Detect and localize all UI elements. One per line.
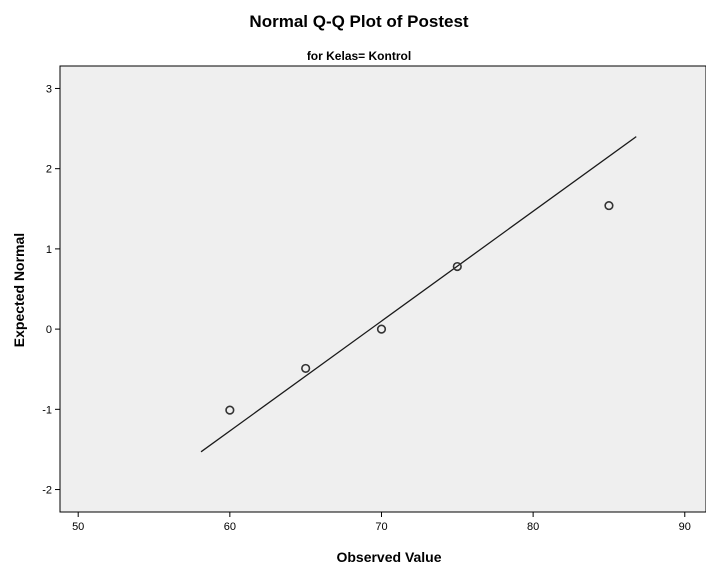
y-tick-label: 2 (46, 164, 52, 176)
chart-title: Normal Q-Q Plot of Postest (249, 12, 468, 31)
x-axis: 50 60 70 80 90 (72, 512, 691, 533)
y-tick-label: 3 (46, 83, 52, 95)
chart-subtitle: for Kelas= Kontrol (307, 49, 411, 63)
data-point (452, 261, 462, 272)
y-tick-label: 1 (46, 244, 52, 256)
plot-area (59, 65, 706, 513)
y-tick-label: 0 (46, 324, 52, 336)
x-tick-label: 70 (375, 521, 387, 533)
y-axis-label: Expected Normal (11, 233, 27, 347)
y-tick-label: -1 (42, 404, 52, 416)
data-point (604, 200, 614, 211)
y-axis: -2 -1 0 1 2 3 (42, 83, 60, 497)
x-axis-label: Observed Value (336, 549, 441, 565)
x-tick-label: 90 (679, 521, 691, 533)
y-tick-label: -2 (42, 485, 52, 497)
x-tick-label: 60 (224, 521, 236, 533)
reference-line (200, 136, 637, 453)
x-tick-label: 80 (527, 521, 539, 533)
data-points (225, 200, 614, 415)
data-point (225, 405, 235, 415)
x-tick-label: 50 (72, 521, 84, 533)
data-point (301, 363, 311, 374)
data-point (376, 324, 387, 334)
